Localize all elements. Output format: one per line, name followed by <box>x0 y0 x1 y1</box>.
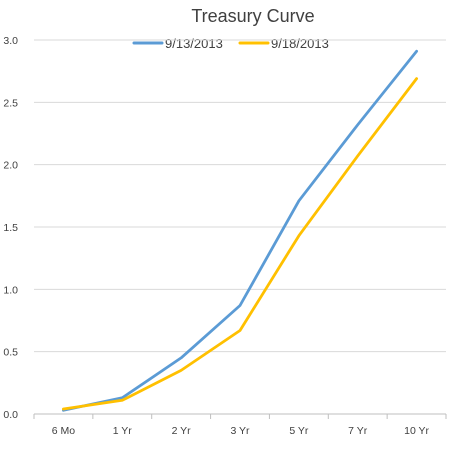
x-tick-label: 1 Yr <box>113 425 133 437</box>
y-tick-label: 2.0 <box>3 160 18 172</box>
legend-label-series-0: 9/13/2013 <box>165 36 223 51</box>
series-line-1 <box>62 77 419 411</box>
x-tick-label: 7 Yr <box>348 425 368 437</box>
series-line-0 <box>62 49 419 412</box>
y-tick-label: 1.0 <box>3 284 18 296</box>
y-tick-label: 0.5 <box>3 347 18 359</box>
y-tick-label: 1.5 <box>3 222 18 234</box>
x-axis-tick-labels: 6 Mo 1 Yr 2 Yr 3 Yr 5 Yr 7 Yr 10 Yr <box>33 414 447 437</box>
series-lines <box>62 49 419 412</box>
y-axis-tick-labels: 0.0 0.5 1.0 1.5 2.0 2.5 3.0 <box>3 35 18 421</box>
x-tick-label: 2 Yr <box>172 425 192 437</box>
x-tick-label: 6 Mo <box>52 425 76 437</box>
x-tick-label: 10 Yr <box>404 425 429 437</box>
y-tick-label: 2.5 <box>3 97 18 109</box>
y-tick-label: 0.0 <box>3 409 18 421</box>
x-tick-label: 3 Yr <box>230 425 250 437</box>
x-tick-label: 5 Yr <box>289 425 309 437</box>
legend-label-series-1: 9/18/2013 <box>271 36 329 51</box>
y-tick-label: 3.0 <box>3 35 18 47</box>
chart-title: Treasury Curve <box>191 6 314 26</box>
legend: 9/13/2013 9/18/2013 <box>132 36 329 51</box>
gridlines <box>34 39 446 415</box>
